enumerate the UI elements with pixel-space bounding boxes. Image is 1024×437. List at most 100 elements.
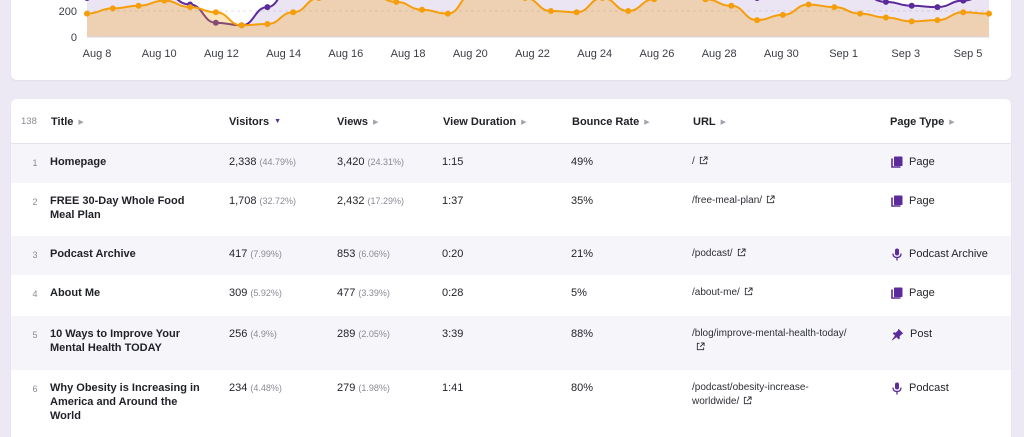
- bounce-rate-cell: 5%: [571, 287, 587, 299]
- column-header-title[interactable]: Title ▶: [51, 115, 84, 128]
- page-type-cell: Page: [891, 194, 935, 208]
- url-cell[interactable]: /podcast/obesity-increase-worldwide/: [692, 381, 852, 409]
- visitors-percent: (7.99%): [250, 249, 282, 259]
- data-point-visitors[interactable]: [84, 10, 90, 17]
- data-point-visitors[interactable]: [625, 8, 632, 14]
- column-header-views[interactable]: Views ▶: [337, 115, 379, 128]
- data-point-visitors[interactable]: [187, 4, 194, 11]
- data-point-visitors[interactable]: [135, 2, 142, 9]
- view-duration-cell: 0:20: [442, 248, 464, 260]
- page-title-link[interactable]: 10 Ways to Improve Your Mental Health TO…: [50, 328, 181, 354]
- data-point-visitors[interactable]: [857, 10, 864, 17]
- data-point-visitors[interactable]: [290, 9, 297, 16]
- data-point-visitors[interactable]: [109, 5, 116, 12]
- views-percent: (17.29%): [367, 196, 405, 206]
- data-point-visitors[interactable]: [393, 0, 400, 5]
- column-header-view-duration[interactable]: View Duration ▶: [443, 115, 527, 128]
- page-type-cell: Page: [891, 155, 935, 169]
- url-cell[interactable]: /podcast/: [692, 247, 852, 261]
- url-link[interactable]: /podcast/obesity-increase-worldwide/: [692, 382, 809, 407]
- data-point-visitors[interactable]: [702, 0, 709, 3]
- data-point-visitors[interactable]: [212, 9, 219, 16]
- data-point-visitors[interactable]: [960, 9, 967, 16]
- data-point-visitors[interactable]: [264, 21, 271, 27]
- sort-arrow-icon: ▶: [78, 118, 84, 126]
- data-point-views[interactable]: [264, 4, 271, 11]
- data-point-visitors[interactable]: [599, 0, 605, 1]
- external-link-icon[interactable]: [696, 342, 705, 351]
- page-title-link[interactable]: FREE 30-Day Whole Food Meal Plan: [50, 195, 185, 221]
- url-link[interactable]: /podcast/: [692, 248, 733, 259]
- data-point-visitors[interactable]: [908, 18, 915, 25]
- data-point-views[interactable]: [84, 0, 90, 1]
- data-point-visitors[interactable]: [419, 6, 426, 13]
- column-header-page-type[interactable]: Page Type ▶: [890, 115, 955, 128]
- page-type-label: Page: [909, 195, 935, 207]
- page-icon: [891, 287, 909, 299]
- external-link-icon[interactable]: [766, 195, 775, 204]
- page-type-label: Podcast: [909, 382, 949, 394]
- data-point-visitors[interactable]: [161, 0, 168, 4]
- data-point-visitors[interactable]: [986, 10, 992, 17]
- page-title-link[interactable]: Why Obesity is Increasing in America and…: [50, 382, 200, 422]
- page-title-link[interactable]: About Me: [50, 287, 101, 299]
- external-link-icon[interactable]: [737, 248, 746, 257]
- views-cell: 477 (3.39%): [337, 286, 390, 300]
- data-point-visitors[interactable]: [444, 10, 451, 17]
- data-point-visitors[interactable]: [882, 14, 889, 21]
- table-row[interactable]: 4 About Me 309 (5.92%) 477 (3.39%) 0:28 5% /abou…: [11, 275, 1011, 316]
- column-header-url[interactable]: URL ▶: [693, 115, 726, 128]
- table-row[interactable]: 5 10 Ways to Improve Your Mental Health T…: [11, 316, 1011, 370]
- url-link[interactable]: /: [692, 156, 695, 167]
- data-point-views[interactable]: [212, 19, 219, 26]
- visitors-cell: 417 (7.99%): [229, 247, 282, 261]
- data-point-visitors[interactable]: [573, 9, 580, 16]
- url-link[interactable]: /blog/improve-mental-health-today/: [692, 328, 847, 339]
- data-point-views[interactable]: [754, 0, 760, 1]
- url-cell[interactable]: /: [692, 155, 852, 169]
- views-cell: 3,420 (24.31%): [337, 155, 404, 169]
- data-point-visitors[interactable]: [547, 8, 554, 14]
- table-row[interactable]: 3 Podcast Archive 417 (7.99%) 853 (6.06%) 0:20…: [11, 236, 1011, 275]
- data-point-visitors[interactable]: [316, 0, 322, 1]
- visitors-cell: 234 (4.48%): [229, 381, 282, 395]
- url-cell[interactable]: /about-me/: [692, 286, 852, 300]
- url-cell[interactable]: /blog/improve-mental-health-today/: [692, 327, 852, 355]
- data-point-visitors[interactable]: [934, 17, 941, 24]
- page-type-label: Podcast Archive: [909, 248, 988, 260]
- external-link-icon[interactable]: [744, 287, 753, 296]
- column-header-bounce-rate[interactable]: Bounce Rate ▶: [572, 115, 650, 128]
- data-point-views[interactable]: [908, 2, 915, 9]
- bounce-rate-cell: 88%: [571, 328, 594, 340]
- views-value: 477: [337, 287, 356, 299]
- data-point-visitors[interactable]: [238, 22, 245, 29]
- x-tick-label: Aug 30: [764, 48, 799, 60]
- data-point-visitors[interactable]: [754, 17, 761, 24]
- data-point-visitors[interactable]: [651, 0, 657, 3]
- page-title-link[interactable]: Podcast Archive: [50, 248, 136, 260]
- row-count: 138: [21, 116, 37, 127]
- url-cell[interactable]: /free-meal-plan/: [692, 194, 852, 208]
- data-point-visitors[interactable]: [805, 1, 812, 8]
- visitors-value: 2,338: [229, 156, 257, 168]
- external-link-icon[interactable]: [699, 156, 708, 165]
- table-row[interactable]: 6 Why Obesity is Increasing in America an…: [11, 370, 1011, 437]
- url-link[interactable]: /free-meal-plan/: [692, 195, 763, 206]
- data-point-visitors[interactable]: [779, 11, 786, 18]
- page-title-link[interactable]: Homepage: [50, 156, 107, 168]
- data-point-visitors[interactable]: [728, 2, 735, 9]
- x-tick-label: Aug 24: [577, 48, 612, 60]
- table-row[interactable]: 2 FREE 30-Day Whole Food Meal Plan 1,708 (3…: [11, 183, 1011, 236]
- microphone-icon: [891, 248, 909, 261]
- column-header-visitors[interactable]: Visitors ▼: [229, 115, 282, 128]
- external-link-icon[interactable]: [743, 396, 752, 405]
- data-point-visitors[interactable]: [831, 4, 838, 11]
- url-link[interactable]: /about-me/: [692, 287, 740, 298]
- data-point-views[interactable]: [882, 0, 889, 5]
- row-index: 4: [32, 289, 38, 299]
- data-point-visitors[interactable]: [522, 0, 528, 1]
- table-row[interactable]: 1 Homepage 2,338 (44.79%) 3,420 (24.31%) 1:15 4…: [11, 144, 1011, 183]
- visitors-percent: (4.48%): [250, 383, 282, 393]
- data-point-views[interactable]: [960, 0, 967, 4]
- data-point-views[interactable]: [934, 4, 941, 11]
